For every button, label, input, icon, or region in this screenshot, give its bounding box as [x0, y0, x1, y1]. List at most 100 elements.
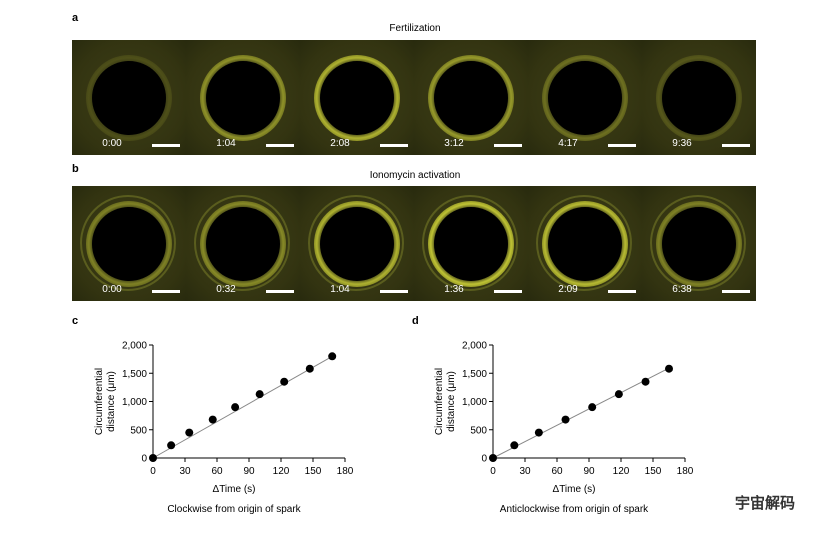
data-point [534, 428, 543, 437]
micrograph-frame: 1:04 [300, 186, 415, 301]
egg-cell [206, 61, 280, 135]
micrograph-frame: 6:38 [642, 186, 756, 301]
egg-cell [320, 61, 394, 135]
data-point [255, 390, 264, 399]
data-point [328, 352, 337, 361]
x-tick-label: 150 [645, 466, 662, 477]
data-point [561, 415, 570, 424]
y-axis-label-line: distance (μm) [106, 371, 117, 432]
x-tick-label: 180 [677, 466, 694, 477]
data-point [185, 428, 194, 437]
micrograph-frame: 9:36 [642, 40, 756, 155]
fertilization-envelope [536, 195, 632, 291]
chart-caption: Clockwise from origin of spark [167, 504, 301, 515]
y-axis-label: Circumferential distance (μm) [94, 368, 117, 435]
x-tick-label: 0 [490, 466, 496, 477]
timestamp-label: 0:00 [102, 284, 122, 295]
timestamp-label: 1:04 [330, 284, 350, 295]
scale-bar [608, 144, 636, 147]
panel-letter-d: d [412, 315, 419, 327]
data-point [208, 415, 217, 424]
fertilization-image-strip: 0:00 1:04 2:08 3:12 4:17 9:36 [72, 40, 756, 155]
watermark-text: 宇宙解码 [734, 495, 795, 512]
egg-cell [548, 207, 622, 281]
micrograph-frame: 3:12 [414, 40, 529, 155]
scale-bar [152, 290, 180, 293]
ionomycin-image-strip: 0:00 0:32 1:04 1:36 2:09 6:38 [72, 186, 756, 301]
x-tick-label: 120 [273, 466, 290, 477]
micrograph-frame: 0:00 [72, 40, 187, 155]
data-point [641, 377, 650, 386]
fertilization-envelope [80, 195, 176, 291]
timestamp-label: 3:12 [444, 138, 464, 149]
chart-d: 0 500 1,000 1,500 2,000 0 30 60 90 120 150 180 Circu… [434, 341, 694, 516]
scale-bar [608, 290, 636, 293]
timestamp-label: 2:09 [558, 284, 578, 295]
micrograph-frame: 4:17 [528, 40, 643, 155]
panel-letter-b: b [72, 163, 79, 175]
panel-letter-a: a [72, 12, 79, 24]
scale-bar [266, 290, 294, 293]
scale-bar [380, 290, 408, 293]
x-tick-label: 90 [243, 466, 255, 477]
data-point [489, 454, 497, 462]
egg-cell [662, 207, 736, 281]
data-point [149, 454, 157, 462]
x-axis-label: ΔTime (s) [553, 484, 596, 495]
y-tick-label: 2,000 [462, 341, 487, 352]
micrograph-frame: 1:36 [414, 186, 529, 301]
panel-b-title: Ionomycin activation [369, 170, 461, 181]
data-point [510, 441, 519, 450]
fertilization-envelope [308, 195, 404, 291]
scale-bar [152, 144, 180, 147]
x-tick-label: 60 [211, 466, 223, 477]
y-axis-label: Circumferential distance (μm) [434, 368, 457, 435]
data-point [280, 377, 289, 386]
micrograph-frame: 0:00 [72, 186, 187, 301]
timestamp-label: 1:04 [216, 138, 236, 149]
micrograph-frame: 2:08 [300, 40, 415, 155]
y-tick-label: 1,500 [462, 369, 487, 380]
scale-bar [380, 144, 408, 147]
chart-c: 0 500 1,000 1,500 2,000 0 30 60 90 120 150 180 Circu… [94, 341, 354, 516]
data-point [231, 403, 240, 412]
egg-cell [92, 207, 166, 281]
y-tick-label: 0 [481, 454, 487, 465]
micrograph-frame: 0:32 [186, 186, 301, 301]
egg-cell [434, 61, 508, 135]
y-tick-label: 2,000 [122, 341, 147, 352]
scale-bar [266, 144, 294, 147]
y-tick-label: 1,500 [122, 369, 147, 380]
egg-cell [320, 207, 394, 281]
y-tick-label: 500 [130, 425, 147, 436]
egg-cell [92, 61, 166, 135]
x-tick-label: 30 [179, 466, 191, 477]
micrograph-frame: 1:04 [186, 40, 301, 155]
panel-a-title: Fertilization [389, 23, 441, 34]
x-axis-label: ΔTime (s) [213, 484, 256, 495]
scale-bar [494, 144, 522, 147]
y-axis-label-line: Circumferential [94, 368, 105, 435]
fertilization-envelope [194, 195, 290, 291]
y-tick-label: 0 [141, 454, 147, 465]
x-tick-label: 150 [305, 466, 322, 477]
chart-caption: Anticlockwise from origin of spark [500, 504, 649, 515]
x-tick-label: 120 [613, 466, 630, 477]
data-point [665, 364, 673, 373]
y-axis-label-line: distance (μm) [446, 371, 457, 432]
scale-bar [722, 290, 750, 293]
data-point [588, 403, 597, 412]
scale-bar [722, 144, 750, 147]
y-tick-label: 500 [470, 425, 487, 436]
panel-letter-c: c [72, 315, 79, 327]
micrograph-frame: 2:09 [528, 186, 643, 301]
egg-cell [662, 61, 736, 135]
timestamp-label: 0:32 [216, 284, 236, 295]
timestamp-label: 9:36 [672, 138, 692, 149]
timestamp-label: 6:38 [672, 284, 692, 295]
data-point [167, 441, 176, 450]
scale-bar [494, 290, 522, 293]
timestamp-label: 1:36 [444, 284, 464, 295]
fit-line [152, 354, 335, 459]
fertilization-envelope [422, 195, 518, 291]
